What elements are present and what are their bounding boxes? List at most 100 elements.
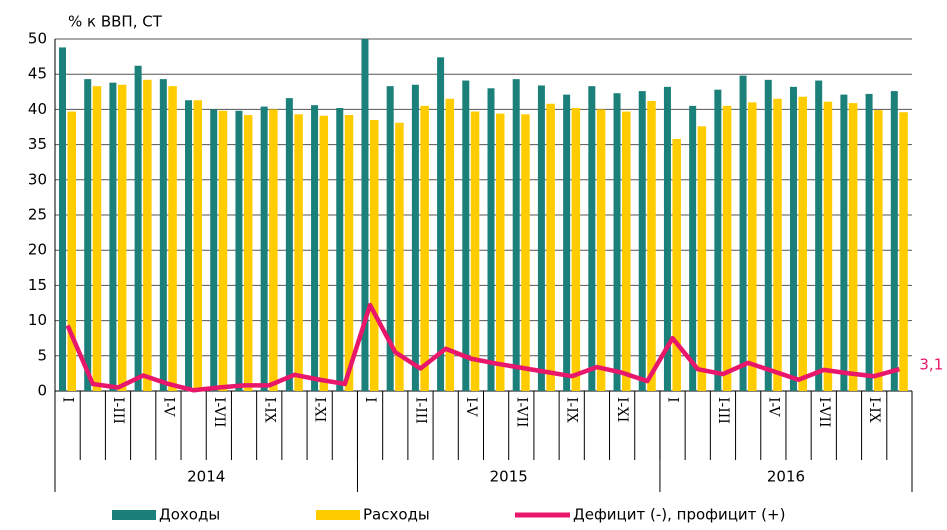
bar	[537, 85, 545, 392]
bar	[369, 119, 379, 392]
legend-label: Доходы	[159, 506, 220, 524]
x-tick-label: I	[60, 397, 76, 403]
bar	[689, 105, 697, 391]
bar	[496, 113, 505, 392]
line	[65, 302, 901, 393]
legend-swatch	[112, 510, 156, 520]
bar	[67, 111, 76, 392]
bar	[159, 79, 167, 392]
bar	[311, 105, 319, 392]
bar	[512, 79, 520, 392]
x-tick-label: I-V	[160, 397, 176, 417]
bar	[823, 101, 833, 391]
y-tick-label: 45	[28, 65, 47, 83]
x-tick-label: I-VII	[816, 397, 832, 427]
bar	[319, 115, 329, 392]
bar	[185, 100, 193, 392]
bar	[773, 98, 782, 391]
bar	[285, 98, 293, 392]
bar	[622, 111, 631, 392]
bar	[344, 115, 354, 392]
y-tick-label: 30	[28, 170, 47, 188]
x-tick-label: I-IX	[564, 397, 580, 423]
bar	[470, 111, 480, 392]
bar	[596, 109, 606, 392]
bar	[613, 93, 621, 391]
legend-swatch	[316, 510, 360, 520]
group-label: 2015	[490, 468, 528, 486]
bar	[437, 57, 445, 391]
x-tick-label: I-IX	[261, 397, 277, 423]
bar	[638, 91, 646, 391]
y-tick-label: 20	[28, 241, 47, 259]
legend-label: Дефицит (-), профицит (+)	[573, 506, 785, 524]
bar	[697, 126, 707, 392]
bar	[899, 112, 908, 391]
x-tick-label: I	[665, 397, 681, 403]
x-tick-label: I-III	[110, 397, 126, 424]
bar	[739, 75, 747, 391]
x-tick-label: I-XI	[614, 397, 630, 422]
bar	[714, 89, 722, 392]
x-tick-label: I-V	[765, 397, 781, 417]
bar	[92, 86, 102, 391]
group-label: 2014	[187, 468, 225, 486]
legend-label: Расходы	[363, 506, 430, 524]
bar	[840, 94, 848, 391]
bar	[789, 86, 797, 391]
bar	[722, 105, 732, 391]
y-tick-label: 25	[28, 206, 47, 224]
bar	[361, 39, 369, 391]
bar	[109, 82, 117, 391]
y-tick-label: 0	[37, 382, 47, 400]
x-tick-label: I-III	[412, 397, 428, 424]
bar	[336, 107, 344, 391]
x-tick-label: I-III	[715, 397, 731, 424]
bar	[168, 86, 177, 391]
y-tick-label: 35	[28, 135, 47, 153]
x-tick-label: I	[362, 397, 378, 403]
y-tick-label: 15	[28, 276, 47, 294]
bar	[260, 106, 268, 392]
x-tick-label: I-V	[463, 397, 479, 417]
bar	[386, 86, 394, 391]
bar	[647, 100, 656, 392]
bar	[588, 86, 596, 391]
bar	[487, 88, 495, 391]
bar	[462, 80, 470, 391]
bar	[294, 114, 303, 391]
y-tick-label: 50	[28, 30, 47, 48]
bar	[59, 47, 66, 391]
bar	[798, 96, 807, 391]
bar	[672, 138, 681, 391]
bar	[563, 94, 571, 391]
bar	[117, 84, 127, 391]
bar	[848, 103, 858, 392]
bar	[571, 107, 581, 391]
x-tick-label: I-XI	[312, 397, 328, 422]
bar	[764, 79, 772, 391]
bar	[235, 110, 243, 392]
bar	[143, 79, 152, 391]
data-label: 3,1	[919, 356, 943, 374]
x-tick-label: I-VII	[513, 397, 529, 427]
bar	[420, 105, 429, 391]
bar	[748, 102, 757, 392]
y-tick-label: 40	[28, 100, 47, 118]
y-axis-label: % к ВВП, СТ	[68, 13, 163, 31]
bar	[269, 109, 278, 392]
bar	[210, 109, 218, 392]
group-label: 2016	[767, 468, 805, 486]
bar	[218, 110, 228, 392]
bar	[546, 103, 555, 391]
bar	[890, 91, 898, 391]
bar	[865, 93, 873, 392]
bar	[395, 122, 404, 391]
bar	[84, 79, 92, 392]
x-tick-label: I-IX	[866, 397, 882, 423]
x-tick-label: I-VII	[211, 397, 227, 427]
y-tick-label: 10	[28, 311, 47, 329]
bar	[815, 80, 823, 391]
bar	[521, 114, 530, 391]
